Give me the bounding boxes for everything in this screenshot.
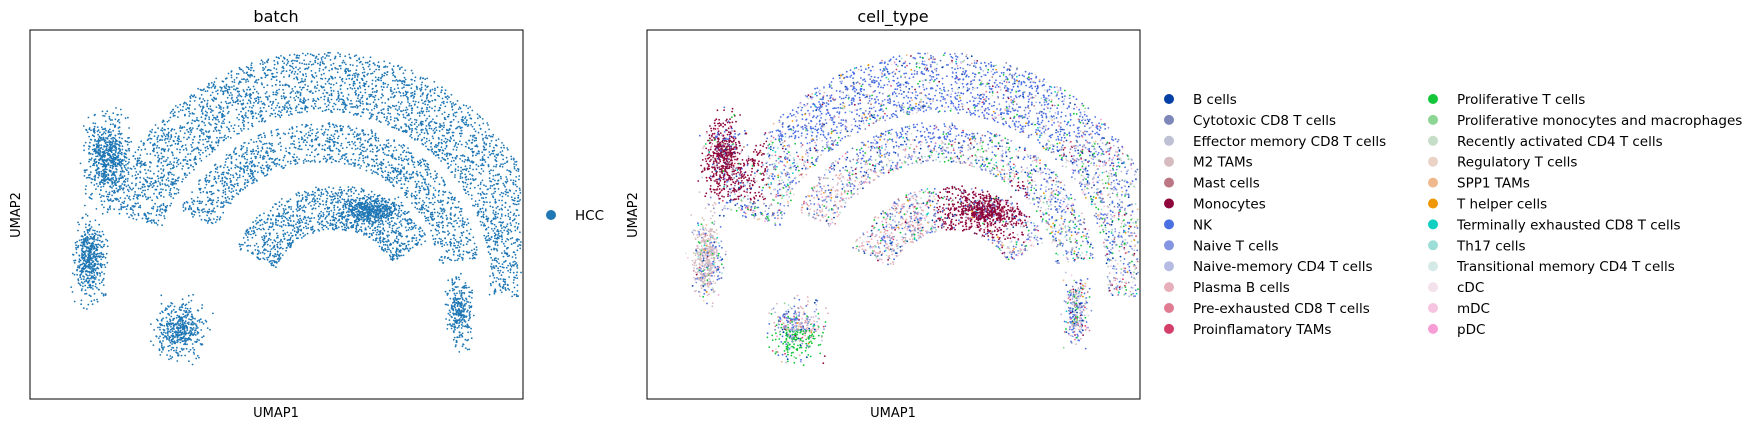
legend-marker-6 <box>1164 219 1174 230</box>
cell-type-title: cell_type <box>857 7 928 27</box>
cell-type-legend: B cells Cytotoxic CD8 T cells Effector mem… <box>1164 92 1742 338</box>
batch-legend: HCC <box>546 208 604 224</box>
legend-label-0: B cells <box>1193 92 1237 108</box>
legend-marker-4 <box>1164 177 1174 188</box>
legend-label-19: Th17 cells <box>1456 238 1526 254</box>
legend-label-21: cDC <box>1457 280 1484 296</box>
cell-type-ylabel: UMAP2 <box>626 192 641 238</box>
legend-marker-5 <box>1164 198 1174 209</box>
legend-marker-20 <box>1428 261 1438 272</box>
legend-label-15: Regulatory T cells <box>1457 155 1577 171</box>
legend-marker-19 <box>1428 240 1438 251</box>
legend-marker-16 <box>1428 177 1438 188</box>
batch-ylabel: UMAP2 <box>9 192 24 238</box>
legend-marker-12 <box>1428 94 1438 104</box>
panel-cell-type: cell_type UMAP1 UMAP2 B cells Cytotoxic C… <box>626 7 1742 421</box>
legend-label-9: Plasma B cells <box>1193 280 1290 296</box>
legend-marker-17 <box>1428 198 1438 209</box>
batch-xlabel: UMAP1 <box>253 406 299 421</box>
legend-label-13: Proliferative monocytes and macrophages <box>1457 113 1742 129</box>
legend-label-17: T helper cells <box>1456 197 1547 213</box>
legend-label-23: pDC <box>1457 322 1485 338</box>
legend-label-14: Recently activated CD4 T cells <box>1457 134 1663 150</box>
legend-label-16: SPP1 TAMs <box>1457 176 1530 192</box>
legend-marker-23 <box>1428 323 1438 334</box>
legend-label-11: Proinflamatory TAMs <box>1193 322 1331 338</box>
legend-label-hcc: HCC <box>575 208 604 224</box>
legend-marker-3 <box>1164 156 1174 167</box>
legend-label-5: Monocytes <box>1193 197 1266 213</box>
legend-marker-hcc <box>546 210 556 220</box>
panel-batch: batch UMAP1 UMAP2 HCC <box>9 7 604 421</box>
legend-label-4: Mast cells <box>1193 176 1260 192</box>
batch-points <box>70 51 522 366</box>
legend-marker-0 <box>1164 94 1174 104</box>
legend-marker-21 <box>1428 282 1438 293</box>
legend-marker-8 <box>1164 261 1174 272</box>
legend-label-1: Cytotoxic CD8 T cells <box>1193 113 1336 129</box>
batch-axes-frame <box>29 29 524 400</box>
legend-marker-2 <box>1164 135 1174 146</box>
legend-label-7: Naive T cells <box>1193 238 1279 254</box>
legend-marker-11 <box>1164 323 1174 334</box>
legend-marker-13 <box>1428 114 1438 125</box>
legend-label-10: Pre-exhausted CD8 T cells <box>1193 301 1370 317</box>
legend-marker-22 <box>1428 303 1438 313</box>
legend-marker-14 <box>1428 135 1438 146</box>
cell-type-xlabel: UMAP1 <box>870 406 916 421</box>
batch-title: batch <box>253 7 298 26</box>
legend-marker-1 <box>1164 114 1174 125</box>
cell-type-points <box>685 52 1139 367</box>
legend-label-12: Proliferative T cells <box>1457 92 1585 108</box>
legend-label-18: Terminally exhausted CD8 T cells <box>1456 217 1681 233</box>
legend-marker-7 <box>1164 240 1174 251</box>
legend-label-8: Naive-memory CD4 T cells <box>1193 259 1373 275</box>
legend-marker-18 <box>1428 219 1438 230</box>
legend-marker-15 <box>1428 156 1438 167</box>
legend-marker-9 <box>1164 282 1174 293</box>
legend-label-22: mDC <box>1457 301 1490 317</box>
legend-marker-10 <box>1164 303 1174 313</box>
cell-type-axes-frame <box>646 29 1141 400</box>
legend-label-2: Effector memory CD8 T cells <box>1193 134 1386 150</box>
legend-label-6: NK <box>1193 217 1213 233</box>
legend-label-3: M2 TAMs <box>1193 155 1253 171</box>
legend-label-20: Transitional memory CD4 T cells <box>1456 259 1675 275</box>
